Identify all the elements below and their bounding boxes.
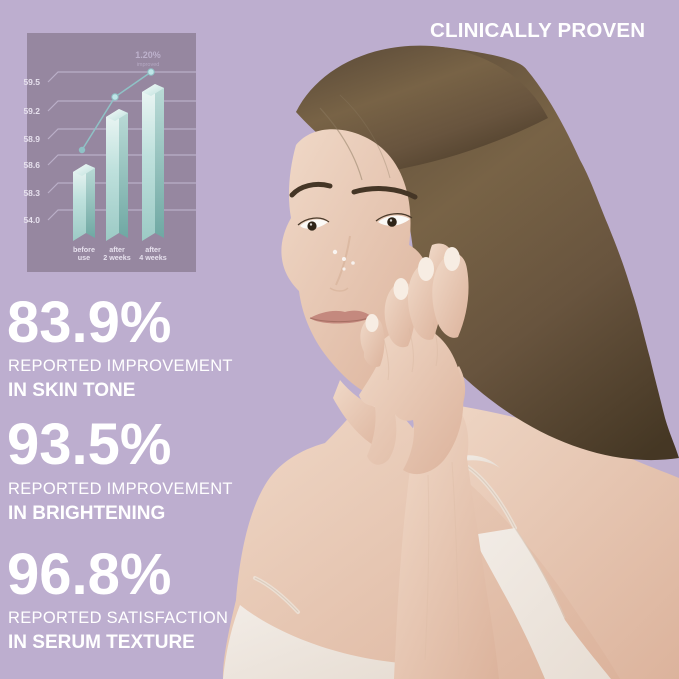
svg-text:96.8%: 96.8% [7, 542, 171, 607]
svg-text:improved: improved [137, 62, 160, 68]
svg-text:93.5%: 93.5% [7, 412, 171, 477]
svg-text:2 weeks: 2 weeks [103, 253, 131, 262]
svg-text:REPORTED IMPROVEMENT: REPORTED IMPROVEMENT [8, 480, 233, 498]
svg-text:59.2: 59.2 [23, 106, 40, 116]
svg-text:IN SERUM TEXTURE: IN SERUM TEXTURE [8, 632, 195, 653]
svg-text:54.0: 54.0 [23, 215, 40, 225]
svg-text:4 weeks: 4 weeks [139, 253, 167, 262]
svg-text:58.9: 58.9 [23, 134, 40, 144]
svg-text:REPORTED SATISFACTION: REPORTED SATISFACTION [8, 609, 228, 627]
svg-text:CLINICALLY PROVEN: CLINICALLY PROVEN [430, 19, 645, 42]
svg-text:use: use [78, 253, 90, 262]
svg-text:IN BRIGHTENING: IN BRIGHTENING [8, 503, 165, 524]
svg-text:REPORTED IMPROVEMENT: REPORTED IMPROVEMENT [8, 357, 233, 375]
svg-text:83.9%: 83.9% [7, 290, 171, 355]
svg-text:58.6: 58.6 [23, 160, 40, 170]
svg-text:IN SKIN TONE: IN SKIN TONE [8, 380, 135, 401]
svg-text:58.3: 58.3 [23, 188, 40, 198]
svg-text:59.5: 59.5 [23, 77, 40, 87]
svg-text:1.20%: 1.20% [135, 50, 161, 60]
